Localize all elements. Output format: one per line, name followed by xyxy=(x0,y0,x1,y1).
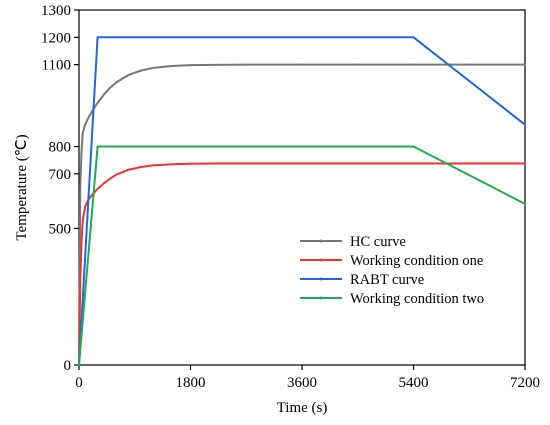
series-point xyxy=(127,168,130,171)
series-point xyxy=(127,74,130,76)
y-tick-label: 500 xyxy=(49,221,72,237)
y-tick-label: 0 xyxy=(64,358,72,374)
series-point xyxy=(524,162,526,165)
series-point xyxy=(90,111,93,114)
series-point xyxy=(109,86,111,89)
series-point xyxy=(524,123,526,126)
x-axis-ticks: 0 1800 3600 5400 7200 xyxy=(75,365,540,391)
legend-marker xyxy=(319,296,323,300)
legend-marker xyxy=(319,277,323,281)
series-point xyxy=(109,177,111,180)
legend-item: HC curve xyxy=(300,234,406,250)
x-tick-label: 7200 xyxy=(510,375,540,391)
y-tick-label: 1100 xyxy=(42,58,71,74)
series-point xyxy=(140,166,142,168)
series-point xyxy=(78,364,80,366)
legend-label: HC curve xyxy=(350,234,406,250)
series-point xyxy=(80,241,83,244)
series-2 xyxy=(78,36,526,366)
series-point xyxy=(79,282,82,284)
series-layer xyxy=(78,36,526,366)
series-point xyxy=(152,66,155,69)
series-point xyxy=(468,162,471,165)
series-point xyxy=(115,173,118,176)
series-point xyxy=(524,63,526,66)
series-point xyxy=(102,93,105,96)
series-point xyxy=(189,64,192,67)
series-point xyxy=(412,36,415,39)
series-point xyxy=(245,162,248,165)
legend-item: Working condition two xyxy=(300,291,484,307)
plot-border xyxy=(78,9,526,366)
series-point xyxy=(524,202,526,205)
series-point xyxy=(171,163,173,166)
series-point xyxy=(90,194,93,197)
series-point xyxy=(84,123,87,126)
x-axis-title: Time (s) xyxy=(277,400,328,416)
series-line xyxy=(78,36,526,366)
series-point xyxy=(412,162,415,165)
series-point xyxy=(412,145,415,148)
x-tick-label: 1800 xyxy=(176,375,206,391)
series-point xyxy=(152,164,155,167)
series-point xyxy=(214,63,217,66)
series-point xyxy=(468,63,471,66)
series-point xyxy=(356,63,359,66)
series-line xyxy=(78,63,525,366)
series-point xyxy=(102,182,105,185)
y-axis-ticks: 0 500 700 800 1100 1200 1300 xyxy=(41,3,79,374)
series-point xyxy=(96,187,99,190)
series-point xyxy=(214,162,217,165)
y-tick-label: 800 xyxy=(49,140,72,156)
x-tick-label: 0 xyxy=(75,375,83,391)
series-point xyxy=(80,151,83,153)
x-tick-label: 3600 xyxy=(287,375,317,391)
y-tick-label: 1300 xyxy=(41,3,71,19)
series-point xyxy=(189,162,192,165)
series-point xyxy=(245,63,248,66)
x-tick-label: 5400 xyxy=(399,375,429,391)
series-point xyxy=(301,63,303,66)
series-point xyxy=(87,116,90,119)
y-tick-label: 1200 xyxy=(41,30,71,46)
series-point xyxy=(81,131,84,134)
legend-label: RABT curve xyxy=(350,272,424,288)
series-point xyxy=(140,69,142,72)
y-axis-title: Temperature (℃) xyxy=(14,134,30,240)
legend-marker xyxy=(319,258,323,262)
series-point xyxy=(84,205,87,208)
legend-label: Working condition one xyxy=(350,253,483,269)
series-point xyxy=(115,81,118,84)
series-point xyxy=(356,162,359,165)
series-3 xyxy=(78,145,526,366)
legend-item: Working condition one xyxy=(300,253,483,269)
legend: HC curve Working condition one RABT curve W… xyxy=(300,234,484,307)
legend-label: Working condition two xyxy=(350,291,484,307)
series-point xyxy=(81,219,84,222)
series-point xyxy=(171,65,173,67)
y-tick-label: 700 xyxy=(49,167,72,183)
series-point xyxy=(96,145,99,148)
series-line xyxy=(78,145,526,366)
series-point xyxy=(96,36,99,39)
legend-marker xyxy=(319,239,323,243)
series-point xyxy=(301,162,303,165)
series-0 xyxy=(78,63,526,366)
legend-item: RABT curve xyxy=(300,272,424,288)
series-point xyxy=(412,63,415,66)
series-point xyxy=(96,101,99,104)
series-point xyxy=(79,186,82,189)
plot-frame xyxy=(78,9,526,366)
